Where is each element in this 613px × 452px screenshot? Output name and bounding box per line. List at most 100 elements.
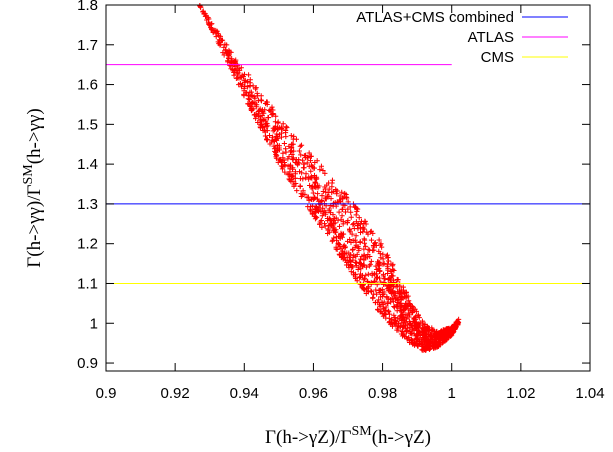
data-point [268,109,274,115]
data-point [360,226,367,232]
data-point [326,222,332,229]
data-point [294,187,300,194]
data-point [330,223,336,229]
data-point [283,127,289,134]
data-point [379,299,385,305]
data-point [354,251,360,258]
data-point [344,238,351,244]
data-point [445,332,451,338]
data-point [420,340,426,347]
data-point [263,120,269,126]
data-point [250,83,256,89]
x-tick-label: 0.9 [96,385,117,402]
data-point [325,189,331,196]
data-point [339,189,345,195]
data-point [417,320,423,326]
data-point [359,284,365,290]
data-point [291,148,297,154]
data-point [359,253,365,259]
data-point [235,70,241,76]
data-point [361,246,367,252]
data-point [380,256,386,262]
data-point [319,193,325,199]
data-point [339,213,345,219]
data-point [293,156,299,163]
data-point [376,263,383,269]
data-point [282,162,288,168]
y-axis-label: Γ(h->γγ)/ΓSM(h->γγ) [21,108,45,267]
data-point [280,150,286,156]
data-point [292,169,299,175]
data-point [318,163,325,169]
data-point [353,233,359,239]
data-point [322,223,328,229]
data-point [426,345,432,351]
data-point [352,204,358,210]
data-point [317,221,323,227]
data-point [307,207,313,213]
data-point [208,21,214,27]
data-point [408,303,414,309]
data-point [312,195,318,201]
data-point [440,329,446,335]
data-point [346,254,353,260]
data-point [309,186,315,192]
data-point [211,27,217,34]
data-point [428,339,434,345]
data-point [300,176,306,182]
data-point [312,174,318,181]
data-point [383,304,389,310]
data-point [308,168,314,174]
data-point [429,333,435,339]
data-point [224,42,230,48]
data-point [273,113,279,119]
data-point [274,147,280,154]
data-point [374,282,380,288]
data-point [445,326,451,332]
scatter-points [197,3,462,354]
data-point [351,220,357,227]
data-point [404,314,410,320]
data-point [238,84,245,90]
y-tick-label: 1.5 [77,116,98,133]
data-point [429,327,435,334]
data-point [414,333,421,339]
data-point [375,299,381,305]
data-point [266,132,273,139]
data-point [336,251,342,257]
data-point [314,191,321,197]
data-point [269,134,276,140]
data-point [370,230,376,236]
data-point [385,267,391,273]
data-point [372,239,378,246]
data-point [296,148,302,154]
data-point [239,74,245,80]
data-point [342,250,348,256]
data-point [401,332,407,338]
data-point [348,209,354,215]
data-point [288,133,294,139]
data-point [358,266,364,272]
data-point [411,331,417,337]
data-point [269,139,275,145]
data-point [357,274,363,280]
data-point [348,252,354,258]
data-point [349,231,355,237]
data-point [257,118,264,124]
data-point [200,8,206,14]
data-point [340,231,347,237]
legend-label: ATLAS+CMS combined [356,9,514,26]
data-point [276,147,283,153]
data-point [402,319,408,325]
data-point [231,72,237,78]
data-point [291,183,297,189]
data-point [252,86,259,92]
data-point [382,307,388,314]
data-point [380,251,386,257]
data-point [383,311,389,318]
data-point [373,271,380,277]
data-point [330,188,336,195]
data-point [257,114,263,120]
data-point [392,290,398,296]
